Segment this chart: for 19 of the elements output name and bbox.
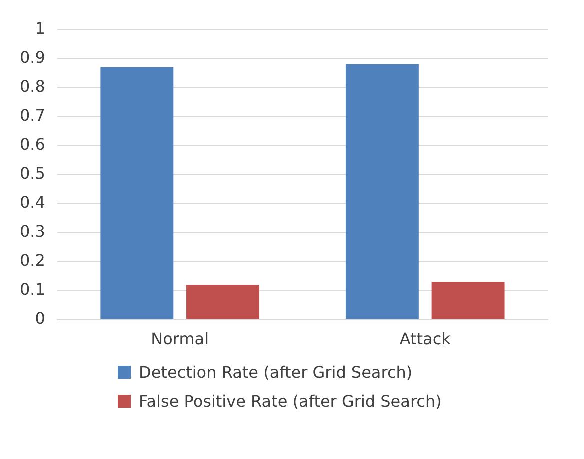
- bar: [186, 284, 260, 320]
- y-tick-label: 0.4: [20, 192, 46, 212]
- y-tick-label: 0.8: [20, 76, 46, 96]
- y-tick-label: 0.9: [20, 48, 46, 67]
- y-tick-label: 0.1: [20, 280, 46, 299]
- y-tick-label: 0.3: [20, 222, 46, 241]
- bar: [346, 64, 419, 320]
- y-tick-label: 0.5: [20, 164, 46, 183]
- legend-label: False Positive Rate (after Grid Search): [139, 392, 442, 411]
- y-tick-label: 0.2: [20, 250, 46, 270]
- legend-label: Detection Rate (after Grid Search): [139, 363, 413, 382]
- bar: [100, 67, 174, 320]
- y-tick-label: 0.7: [20, 106, 46, 125]
- y-tick-label: 0.6: [20, 134, 46, 154]
- x-tick-label: Attack: [400, 330, 452, 349]
- y-tick-label: 1: [35, 18, 46, 38]
- bar: [432, 282, 505, 320]
- y-tick-label: 0: [35, 308, 46, 328]
- x-tick-label: Normal: [151, 330, 210, 349]
